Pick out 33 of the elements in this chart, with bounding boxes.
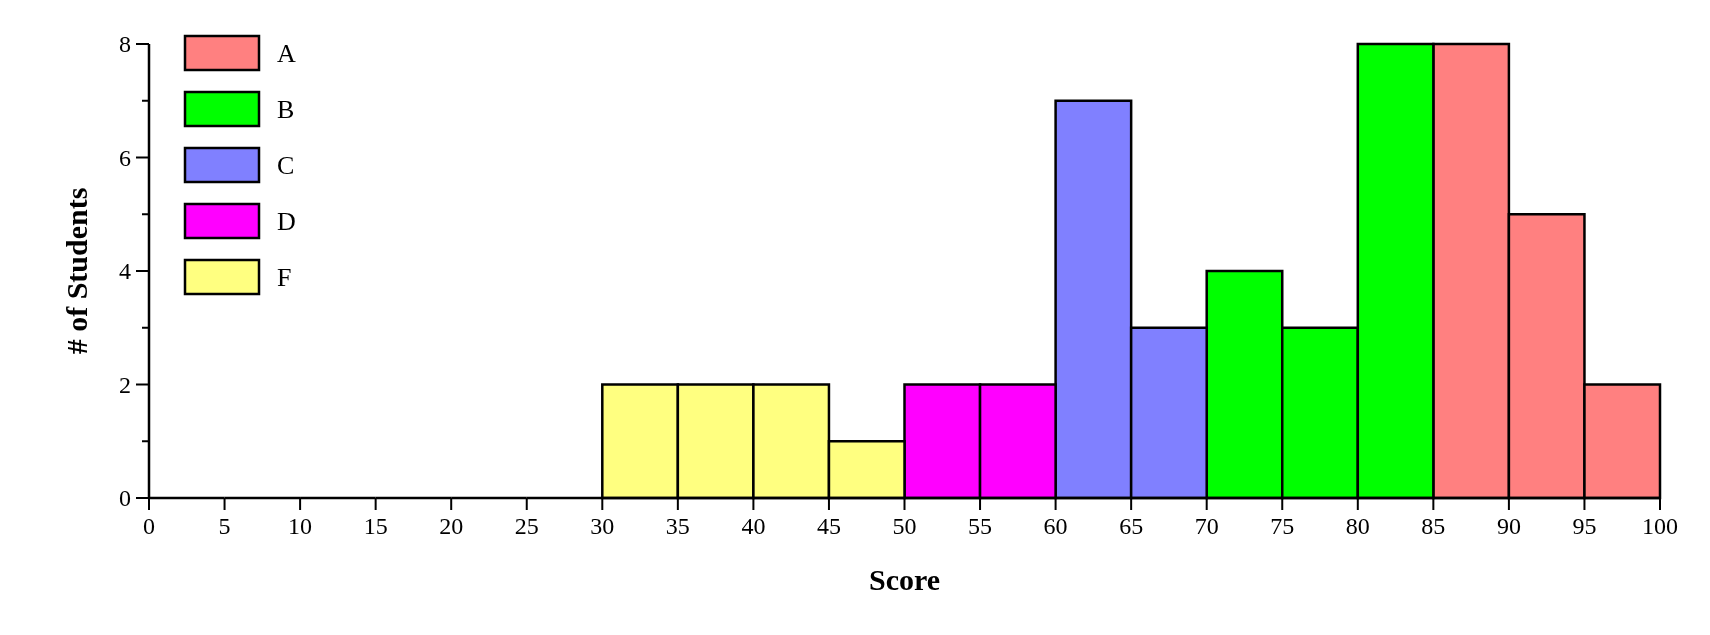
- x-tick-label: 75: [1270, 513, 1295, 539]
- y-tick-label: 0: [119, 485, 131, 512]
- legend-label: D: [277, 207, 296, 237]
- x-tick-label: 50: [892, 513, 917, 539]
- x-tick-label: 80: [1345, 513, 1370, 539]
- x-tick-label: 85: [1421, 513, 1446, 539]
- x-tick-label: 20: [439, 513, 464, 539]
- legend-label: C: [277, 151, 295, 181]
- legend-label: B: [277, 95, 295, 125]
- legend-label: A: [277, 39, 296, 69]
- x-tick-label: 55: [968, 513, 993, 539]
- legend-label: F: [277, 263, 292, 293]
- x-tick-label: 70: [1194, 513, 1219, 539]
- y-tick-label: 8: [119, 31, 131, 58]
- x-tick-label: 0: [143, 513, 155, 539]
- y-tick-label: 2: [119, 371, 131, 398]
- x-tick-label: 5: [218, 513, 231, 539]
- x-tick-label: 100: [1642, 513, 1678, 539]
- x-tick-label: 60: [1043, 513, 1068, 539]
- x-tick-label: 90: [1496, 513, 1521, 539]
- x-tick-label: 10: [288, 513, 313, 539]
- x-tick-label: 45: [816, 513, 841, 539]
- x-tick-label: 65: [1119, 513, 1144, 539]
- x-tick-label: 30: [590, 513, 615, 539]
- x-tick-label: 40: [741, 513, 766, 539]
- x-axis-title: Score: [868, 563, 941, 596]
- x-tick-label: 25: [514, 513, 539, 539]
- y-tick-label: 6: [119, 144, 131, 171]
- y-axis-title: # of Students: [60, 187, 93, 355]
- x-tick-label: 35: [665, 513, 690, 539]
- x-tick-label: 95: [1572, 513, 1597, 539]
- y-tick-label: 4: [119, 258, 131, 285]
- x-tick-label: 15: [363, 513, 388, 539]
